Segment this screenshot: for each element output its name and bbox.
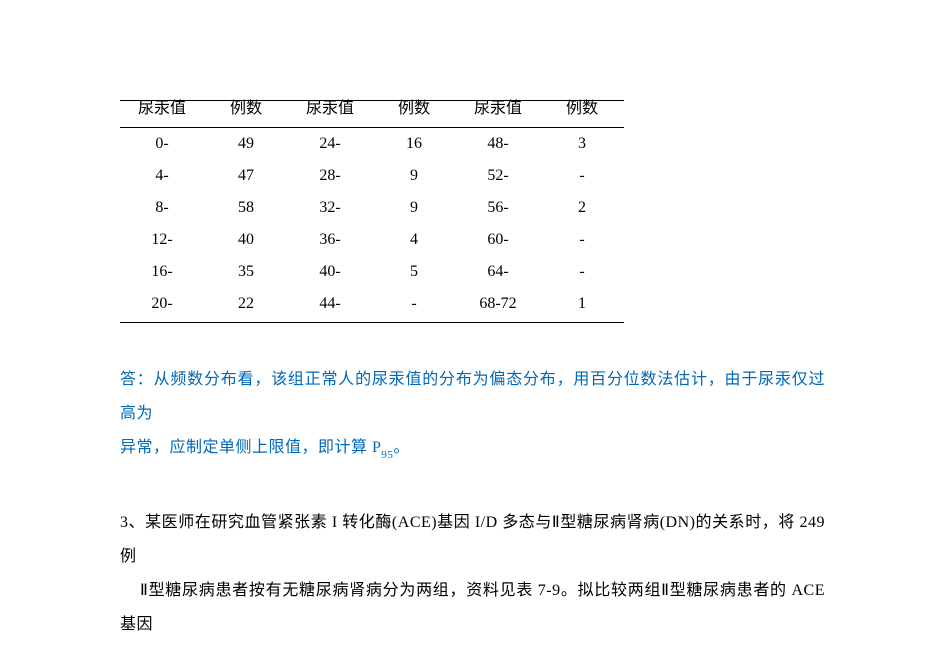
cell: 9	[372, 160, 456, 192]
cell: -	[372, 288, 456, 323]
table-row: 20- 22 44- - 68-72 1	[120, 288, 624, 323]
cell: 12-	[120, 224, 204, 256]
answer-line: 答：从频数分布看，该组正常人的尿汞值的分布为偏态分布，用百分位数法估计，由于尿汞…	[120, 371, 825, 422]
cell: -	[540, 224, 624, 256]
cell: 4-	[120, 160, 204, 192]
cell: 0-	[120, 128, 204, 161]
cell: 8-	[120, 192, 204, 224]
col-header: 尿汞值	[456, 101, 540, 128]
answer-text: 答：从频数分布看，该组正常人的尿汞值的分布为偏态分布，用百分位数法估计，由于尿汞…	[120, 363, 825, 470]
cell: 60-	[456, 224, 540, 256]
cell: 56-	[456, 192, 540, 224]
question-text: 3、某医师在研究血管紧张素 I 转化酶(ACE)基因 I/D 多态与Ⅱ型糖尿病肾…	[120, 506, 825, 642]
cell: 3	[540, 128, 624, 161]
cell: 35	[204, 256, 288, 288]
cell: 22	[204, 288, 288, 323]
cell: 20-	[120, 288, 204, 323]
answer-line: 。	[393, 439, 410, 456]
cell: 1	[540, 288, 624, 323]
table-header-row: 尿汞值 例数 尿汞值 例数 尿汞值 例数	[120, 101, 624, 128]
answer-line: 异常，应制定单侧上限值，即计算 P	[120, 439, 381, 456]
cell: 5	[372, 256, 456, 288]
col-header: 尿汞值	[288, 101, 372, 128]
cell: 24-	[288, 128, 372, 161]
subscript: 95	[381, 449, 393, 461]
cell: -	[540, 160, 624, 192]
data-table: 尿汞值 例数 尿汞值 例数 尿汞值 例数 0- 49 24- 16 48- 3 …	[120, 100, 624, 323]
cell: 44-	[288, 288, 372, 323]
question-number: 3、	[120, 514, 145, 531]
cell: 16-	[120, 256, 204, 288]
cell: 48-	[456, 128, 540, 161]
cell: 28-	[288, 160, 372, 192]
cell: 68-72	[456, 288, 540, 323]
cell: 4	[372, 224, 456, 256]
col-header: 例数	[540, 101, 624, 128]
cell: 9	[372, 192, 456, 224]
cell: 32-	[288, 192, 372, 224]
col-header: 例数	[372, 101, 456, 128]
cell: 40	[204, 224, 288, 256]
cell: 40-	[288, 256, 372, 288]
table-row: 16- 35 40- 5 64- -	[120, 256, 624, 288]
page-content: 尿汞值 例数 尿汞值 例数 尿汞值 例数 0- 49 24- 16 48- 3 …	[120, 100, 825, 642]
cell: 49	[204, 128, 288, 161]
question-line: Ⅱ型糖尿病患者按有无糖尿病肾病分为两组，资料见表 7-9。拟比较两组Ⅱ型糖尿病患…	[120, 582, 825, 633]
cell: 36-	[288, 224, 372, 256]
table-row: 12- 40 36- 4 60- -	[120, 224, 624, 256]
col-header: 尿汞值	[120, 101, 204, 128]
question-line: 某医师在研究血管紧张素 I 转化酶(ACE)基因 I/D 多态与Ⅱ型糖尿病肾病(…	[120, 514, 825, 565]
cell: 58	[204, 192, 288, 224]
cell: 64-	[456, 256, 540, 288]
cell: 52-	[456, 160, 540, 192]
cell: -	[540, 256, 624, 288]
table-row: 0- 49 24- 16 48- 3	[120, 128, 624, 161]
table-row: 8- 58 32- 9 56- 2	[120, 192, 624, 224]
col-header: 例数	[204, 101, 288, 128]
table-row: 4- 47 28- 9 52- -	[120, 160, 624, 192]
cell: 16	[372, 128, 456, 161]
cell: 2	[540, 192, 624, 224]
cell: 47	[204, 160, 288, 192]
